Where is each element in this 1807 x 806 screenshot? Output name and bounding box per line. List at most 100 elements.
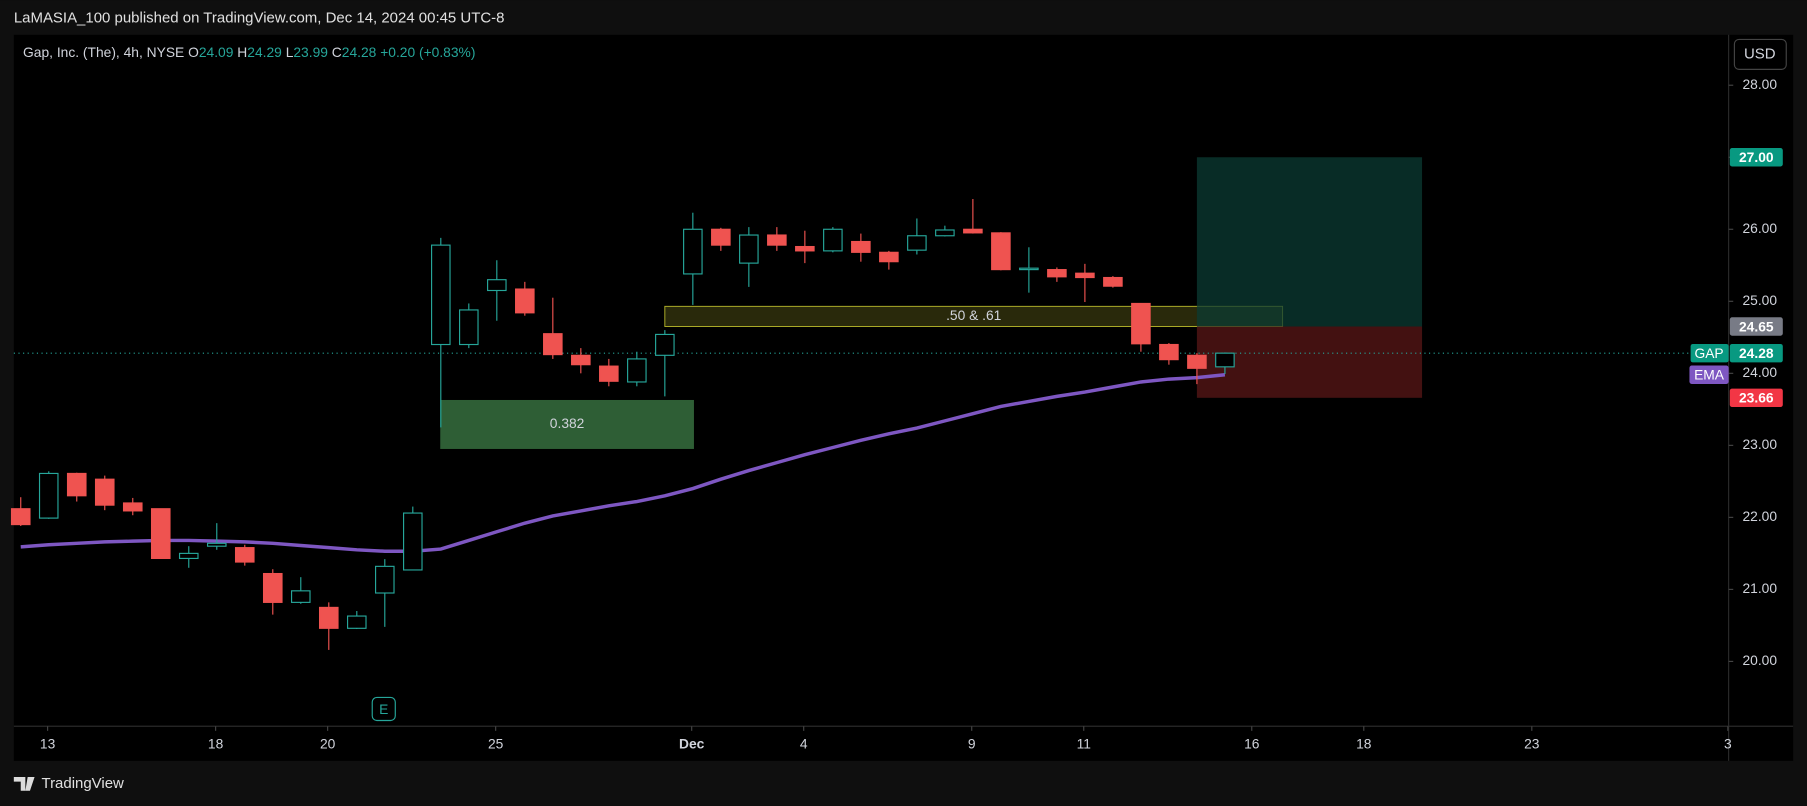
price-tag bbox=[1729, 317, 1783, 336]
fib-zone-label: .50 & .61 bbox=[946, 307, 1001, 323]
candle-body bbox=[94, 478, 115, 506]
legend-key: L bbox=[286, 44, 294, 60]
price-tag-label: 24.65 bbox=[1739, 318, 1774, 334]
x-tick-label: Dec bbox=[679, 735, 705, 751]
ema-line bbox=[20, 373, 1226, 553]
legend-key: O bbox=[188, 44, 199, 60]
candle-body bbox=[178, 552, 199, 560]
candle-body bbox=[1103, 276, 1123, 287]
legend-key: H bbox=[237, 44, 247, 60]
legend-part: Gap, Inc. (The), 4h, NYSE bbox=[23, 44, 184, 60]
legend-key: C bbox=[332, 44, 342, 60]
candle-body bbox=[66, 472, 87, 497]
y-tick-label: 23.00 bbox=[1742, 436, 1777, 452]
candle-body bbox=[38, 472, 59, 519]
candle-body bbox=[907, 235, 927, 251]
candle-body bbox=[150, 508, 171, 560]
candle-body bbox=[767, 234, 787, 246]
candle-body bbox=[290, 590, 311, 603]
candle-body bbox=[543, 333, 563, 356]
x-tick-label: 18 bbox=[208, 735, 224, 751]
candle-body bbox=[711, 228, 731, 246]
candle-body bbox=[823, 228, 843, 252]
price-tag-label: 23.66 bbox=[1739, 390, 1774, 406]
candle-body bbox=[879, 251, 899, 263]
candle-body bbox=[1159, 343, 1179, 361]
candle-body bbox=[515, 288, 535, 314]
fib-zone bbox=[440, 399, 694, 449]
candle-body bbox=[991, 232, 1011, 271]
price-tag bbox=[1729, 148, 1783, 167]
brand-logo bbox=[13, 776, 35, 791]
earnings-marker[interactable] bbox=[371, 696, 396, 722]
price-tag bbox=[1729, 388, 1783, 408]
candle-body bbox=[122, 502, 143, 512]
candle-body bbox=[963, 228, 983, 234]
fib-zone-label: 0.382 bbox=[550, 415, 585, 431]
price-tag bbox=[1729, 343, 1783, 363]
publish-header: LaMASIA_100 published on TradingView.com… bbox=[14, 10, 505, 27]
series-tag bbox=[1690, 343, 1729, 363]
candle-body bbox=[431, 244, 451, 346]
x-tick-label: 3 bbox=[1724, 735, 1732, 751]
x-tick-label: 9 bbox=[968, 735, 976, 751]
legend-part: 24.28 bbox=[342, 44, 377, 60]
earnings-label[interactable]: E bbox=[379, 701, 388, 717]
candle-body bbox=[627, 358, 647, 383]
candle-body bbox=[1131, 302, 1151, 345]
candle-body bbox=[262, 572, 283, 603]
candle-body bbox=[459, 309, 479, 346]
x-tick-label: 23 bbox=[1524, 735, 1540, 751]
y-tick-label: 24.00 bbox=[1742, 364, 1777, 380]
candle-body bbox=[346, 615, 367, 629]
candle-body bbox=[655, 333, 675, 356]
chart-pane bbox=[13, 34, 1794, 761]
candle-body bbox=[234, 547, 255, 563]
y-tick-label: 25.00 bbox=[1742, 292, 1777, 308]
candle-body bbox=[487, 279, 507, 292]
candle-body bbox=[206, 542, 227, 547]
brand-name: TradingView bbox=[41, 775, 124, 792]
candle-body bbox=[1187, 354, 1207, 369]
candle-body bbox=[318, 606, 339, 629]
price-tag-label: 24.28 bbox=[1739, 345, 1774, 361]
x-tick-label: 4 bbox=[800, 735, 808, 751]
y-tick-label: 22.00 bbox=[1742, 508, 1777, 524]
legend: Gap, Inc. (The), 4h, NYSE O24.09 H24.29 … bbox=[23, 44, 475, 60]
candle-body bbox=[374, 565, 395, 594]
x-tick-label: 16 bbox=[1244, 735, 1260, 751]
candle-body bbox=[599, 365, 619, 382]
candle-body bbox=[1075, 272, 1095, 279]
price-tag-label: 27.00 bbox=[1739, 149, 1774, 165]
candle-body bbox=[10, 508, 31, 526]
candle-body bbox=[851, 240, 871, 253]
currency-button[interactable] bbox=[1733, 38, 1787, 70]
candle-body bbox=[683, 228, 703, 275]
y-tick-label: 26.00 bbox=[1742, 220, 1777, 236]
candle-body bbox=[1047, 269, 1067, 278]
y-tick-label: 28.00 bbox=[1742, 76, 1777, 92]
currency-label[interactable]: USD bbox=[1744, 45, 1776, 62]
y-tick-label: 20.00 bbox=[1742, 652, 1777, 668]
legend-part: 24.09 bbox=[199, 44, 234, 60]
x-tick-label: 11 bbox=[1077, 735, 1091, 751]
candle-body bbox=[403, 512, 423, 571]
x-tick-label: 20 bbox=[320, 735, 336, 751]
candle-body bbox=[795, 245, 815, 252]
candle-body bbox=[571, 354, 591, 366]
candle-body bbox=[1019, 267, 1039, 271]
candle-body bbox=[935, 229, 955, 237]
legend-part: +0.20 (+0.83%) bbox=[380, 44, 475, 60]
legend-part: 24.29 bbox=[247, 44, 282, 60]
ema-tag bbox=[1689, 365, 1729, 384]
y-tick-label: 21.00 bbox=[1742, 580, 1777, 596]
ema-tag-label: EMA bbox=[1694, 367, 1725, 383]
position-profit bbox=[1196, 157, 1423, 327]
candle-body bbox=[739, 234, 759, 264]
series-tag-label: GAP bbox=[1694, 345, 1723, 361]
candle-body bbox=[1215, 352, 1235, 368]
x-tick-label: 18 bbox=[1356, 735, 1372, 751]
x-tick-label: 13 bbox=[40, 735, 56, 751]
legend-part: 23.99 bbox=[293, 44, 328, 60]
